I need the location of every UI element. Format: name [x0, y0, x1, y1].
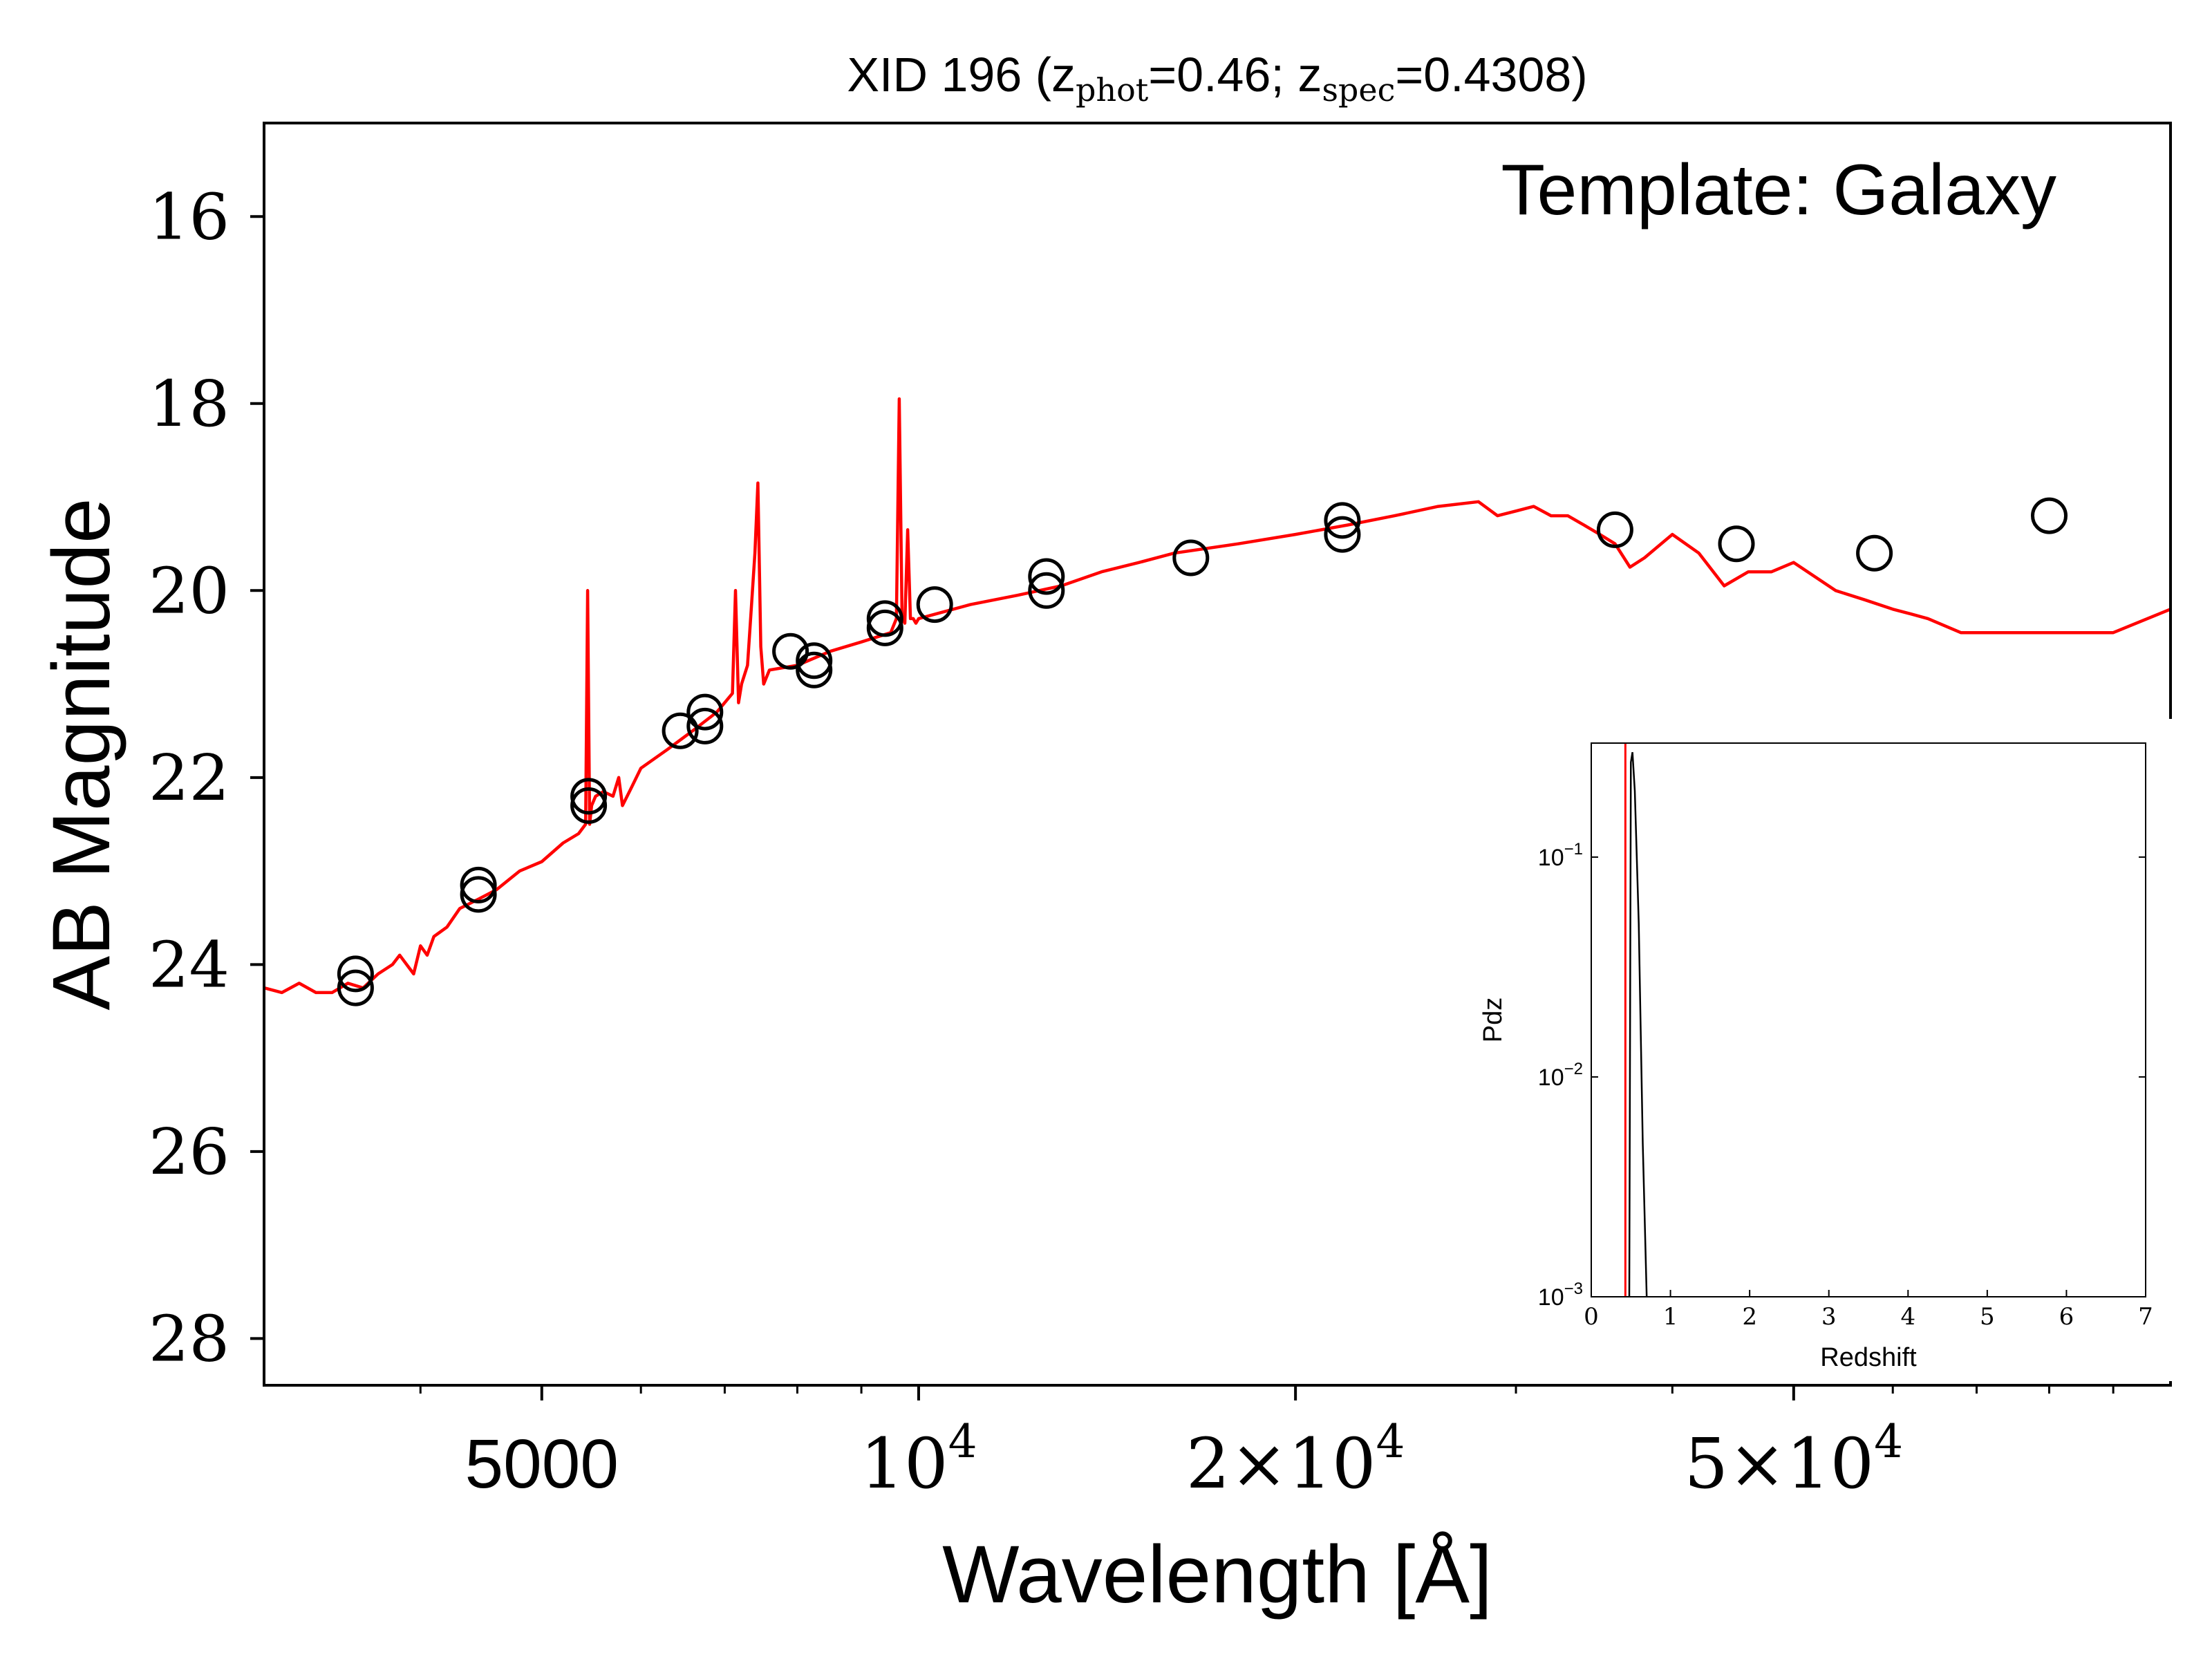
- y-tick-label: 26: [149, 1115, 229, 1189]
- x-tick-label: 2×104: [1186, 1415, 1405, 1504]
- inset-x-tick-label: 3: [1821, 1303, 1837, 1331]
- x-axis-label: Wavelength [Å]: [942, 1529, 1492, 1620]
- template-spectrum-line: [263, 397, 2171, 995]
- inset-x-axis-label: Redshift: [1820, 1343, 1917, 1372]
- inset-y-tick-label: 10−3: [1538, 1280, 1583, 1311]
- photometry-point: [686, 707, 724, 744]
- x-tick-label: 5×104: [1684, 1415, 1903, 1504]
- photometry-point: [1596, 511, 1633, 548]
- template-annotation: Template: Galaxy: [1501, 150, 2056, 230]
- y-tick-label: 28: [149, 1302, 229, 1376]
- photometry-point: [1028, 558, 1065, 595]
- photometry-point: [1324, 516, 1361, 553]
- inset-y-axis-label: Pdz: [1479, 997, 1508, 1042]
- photometry-point: [570, 778, 608, 815]
- inset-x-tick-label: 7: [2138, 1303, 2153, 1331]
- y-tick-label: 20: [149, 554, 229, 628]
- photometry-point: [570, 787, 608, 824]
- photometry-point: [1028, 572, 1065, 609]
- pdz-curve: [1628, 752, 1648, 1297]
- inset-y-tick-label: 10−1: [1538, 840, 1583, 871]
- inset-plot-frame: [1591, 742, 2146, 1297]
- y-tick-label: 22: [149, 741, 229, 815]
- photometry-point: [2031, 497, 2068, 534]
- x-tick-label: 104: [860, 1415, 977, 1504]
- photometry-point: [916, 586, 953, 624]
- y-tick-label: 16: [149, 180, 229, 254]
- photometry-point: [460, 876, 497, 913]
- photometry-point: [662, 712, 699, 749]
- photometry-point: [1324, 502, 1361, 539]
- photometry-point: [1718, 525, 1755, 563]
- photometry-point: [460, 866, 497, 903]
- inset-background: [1469, 719, 2174, 1381]
- inset-x-tick-label: 1: [1663, 1303, 1678, 1331]
- photometry-point: [866, 600, 903, 637]
- inset-x-tick-label: 6: [2059, 1303, 2074, 1331]
- chart-title: XID 196 (zphot=0.46; zspec=0.4308): [847, 48, 1587, 109]
- y-tick-label: 18: [149, 367, 229, 441]
- inset-x-tick-label: 4: [1900, 1303, 1915, 1331]
- photometry-point: [1172, 539, 1210, 577]
- photometry-point: [337, 969, 374, 1006]
- photometry-point: [1856, 534, 1893, 572]
- y-axis-label: AB Magnitude: [36, 498, 127, 1010]
- photometry-point: [796, 651, 833, 688]
- photometry-point: [796, 642, 833, 679]
- photometry-point: [337, 955, 374, 993]
- inset-x-tick-label: 0: [1584, 1303, 1599, 1331]
- y-tick-label: 24: [149, 928, 229, 1002]
- inset-x-tick-label: 5: [1980, 1303, 1995, 1331]
- photometry-point: [686, 693, 724, 731]
- inset-x-tick-label: 2: [1742, 1303, 1757, 1331]
- photometry-point: [772, 632, 809, 670]
- x-tick-label: 5000: [465, 1425, 619, 1503]
- inset-y-tick-label: 10−2: [1538, 1060, 1583, 1091]
- photometry-point: [866, 609, 903, 646]
